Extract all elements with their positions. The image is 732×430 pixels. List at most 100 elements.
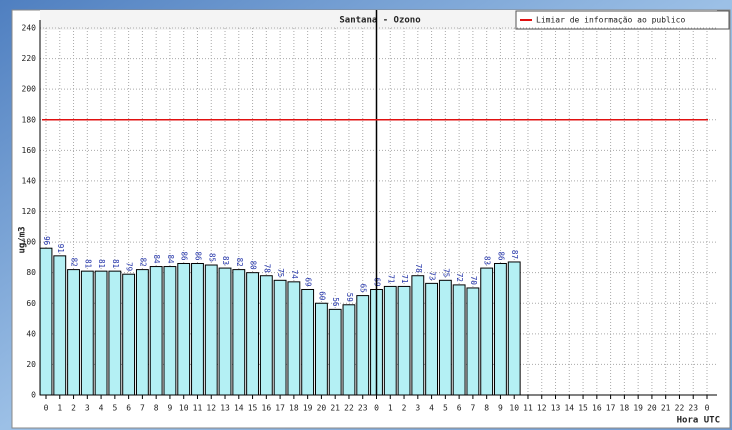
x-tick-label: 3	[85, 404, 90, 413]
value-label: 96	[42, 236, 51, 246]
bar	[342, 304, 356, 396]
bar	[53, 255, 67, 396]
x-tick-label: 1	[388, 404, 393, 413]
y-tick-label: 0	[31, 391, 36, 400]
x-tick-label: 10	[509, 404, 519, 413]
x-tick-label: 5	[443, 404, 448, 413]
value-label: 70	[469, 276, 478, 286]
x-tick-label: 17	[275, 404, 285, 413]
x-tick-label: 23	[688, 404, 698, 413]
x-tick-label: 12	[537, 404, 547, 413]
legend-label: Limiar de informação ao publico	[536, 16, 685, 25]
x-tick-label: 22	[675, 404, 685, 413]
x-tick-label: 3	[415, 404, 420, 413]
bar	[218, 267, 232, 396]
bar	[273, 279, 287, 396]
y-axis-label: ug/m3	[18, 226, 28, 253]
value-label: 56	[331, 297, 340, 307]
x-tick-label: 4	[429, 404, 434, 413]
value-label: 78	[262, 264, 271, 274]
x-tick-label: 16	[262, 404, 272, 413]
y-tick-label: 80	[26, 268, 36, 277]
x-tick-label: 19	[633, 404, 643, 413]
x-tick-label: 9	[168, 404, 173, 413]
y-tick-label: 160	[22, 146, 37, 155]
x-tick-label: 8	[154, 404, 159, 413]
bar	[149, 266, 163, 396]
x-tick-label: 7	[470, 404, 475, 413]
x-tick-label: 16	[592, 404, 602, 413]
value-label: 81	[111, 259, 120, 268]
bar	[135, 269, 149, 396]
value-label: 73	[428, 271, 437, 280]
bar	[383, 285, 397, 396]
bar	[94, 270, 108, 396]
x-tick-label: 0	[705, 404, 710, 413]
value-label: 91	[56, 244, 65, 253]
x-tick-label: 11	[523, 404, 533, 413]
bar	[397, 285, 411, 396]
y-tick-label: 120	[22, 207, 37, 216]
value-label: 83	[221, 256, 230, 265]
y-tick-label: 100	[22, 238, 37, 247]
x-tick-label: 22	[344, 404, 354, 413]
bar	[246, 272, 259, 396]
bar	[328, 308, 342, 396]
y-tick-label: 20	[26, 360, 36, 369]
x-tick-label: 0	[44, 404, 49, 413]
value-label: 82	[70, 258, 79, 267]
value-label: 74	[290, 270, 299, 280]
value-label: 86	[496, 251, 505, 261]
x-tick-label: 4	[99, 404, 104, 413]
bar	[177, 262, 191, 396]
value-label: 84	[152, 255, 161, 265]
x-tick-label: 19	[303, 404, 313, 413]
x-tick-label: 21	[330, 404, 340, 413]
x-axis-label: Hora UTC	[677, 416, 720, 426]
bar	[232, 269, 246, 396]
x-tick-label: 6	[457, 404, 462, 413]
bar	[314, 302, 328, 396]
y-tick-label: 40	[26, 329, 36, 338]
value-label: 85	[207, 253, 216, 262]
value-label: 65	[359, 284, 368, 293]
x-tick-label: 1	[57, 404, 62, 413]
bar	[411, 275, 425, 396]
y-tick-label: 140	[22, 176, 37, 185]
value-label: 83	[483, 256, 492, 265]
x-tick-label: 2	[71, 404, 76, 413]
value-label: 75	[441, 268, 450, 277]
bar	[287, 281, 301, 396]
x-tick-label: 2	[402, 404, 407, 413]
value-label: 86	[180, 251, 189, 261]
x-tick-label: 11	[193, 404, 203, 413]
x-tick-label: 13	[220, 404, 230, 413]
bar	[191, 262, 204, 396]
y-tick-label: 200	[22, 85, 37, 94]
x-tick-label: 8	[484, 404, 489, 413]
bar	[507, 261, 521, 396]
bar	[163, 266, 177, 396]
bar	[301, 288, 315, 396]
value-label: 82	[138, 258, 147, 267]
bar	[438, 279, 452, 396]
value-label: 71	[386, 274, 395, 283]
value-label: 81	[97, 259, 106, 268]
value-label: 60	[317, 291, 326, 301]
x-tick-label: 14	[564, 404, 574, 413]
bar	[67, 269, 80, 396]
bar	[356, 295, 370, 396]
value-label: 81	[83, 259, 92, 268]
x-tick-label: 9	[498, 404, 503, 413]
y-tick-label: 240	[22, 24, 37, 33]
bar	[122, 273, 136, 396]
value-label: 82	[235, 258, 244, 267]
bar	[494, 262, 507, 396]
bar	[480, 267, 494, 396]
bar	[80, 270, 94, 396]
legend	[515, 10, 730, 30]
x-tick-label: 5	[112, 404, 117, 413]
x-tick-label: 23	[358, 404, 368, 413]
x-tick-label: 15	[248, 404, 258, 413]
